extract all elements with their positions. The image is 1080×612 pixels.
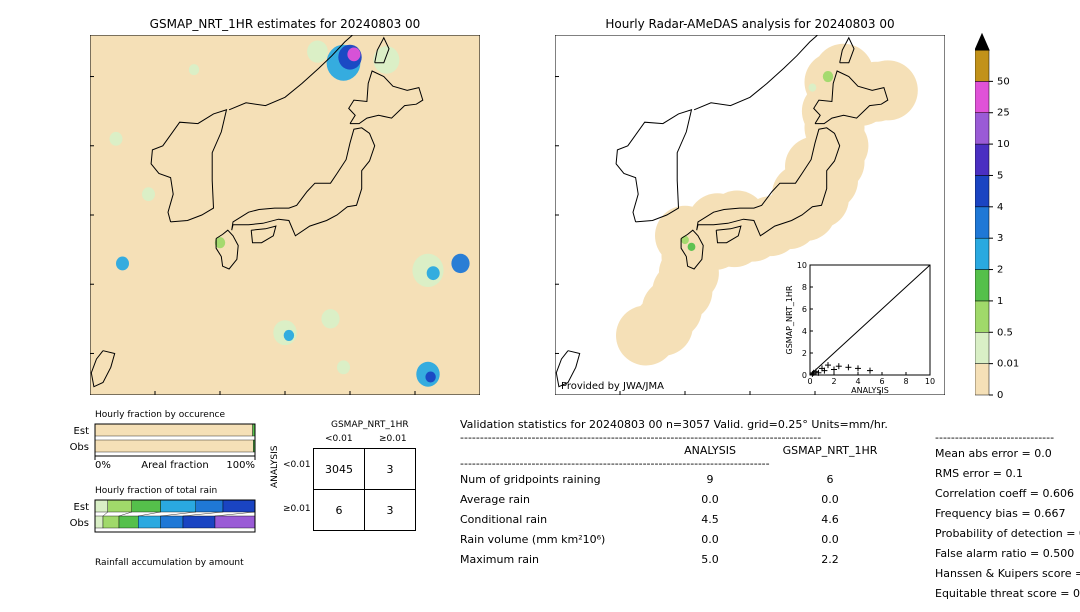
- svg-text:GSMAP_NRT_1HR: GSMAP_NRT_1HR: [785, 285, 794, 354]
- validation-val-analysis: 5.0: [660, 550, 760, 570]
- validation-label: Conditional rain: [460, 510, 660, 530]
- svg-text:3: 3: [997, 233, 1003, 244]
- validation-val-gsmap: 4.6: [760, 510, 900, 530]
- validation-title: Validation statistics for 20240803 00 n=…: [460, 418, 930, 431]
- validation-row: Average rain0.00.0: [460, 490, 930, 510]
- contingency-col0: <0.01: [325, 434, 353, 444]
- svg-text:0.5: 0.5: [997, 327, 1013, 338]
- svg-text:4: 4: [802, 327, 807, 336]
- validation-val-analysis: 0.0: [660, 490, 760, 510]
- svg-text:2: 2: [997, 265, 1003, 276]
- svg-text:10: 10: [797, 261, 807, 270]
- cell-01: 3: [365, 449, 416, 490]
- svg-text:ANALYSIS: ANALYSIS: [851, 386, 889, 395]
- validation-col0: ANALYSIS: [660, 444, 760, 457]
- contingency-row-header: ANALYSIS: [270, 446, 280, 488]
- right-map-panel: Hourly Radar-AMeDAS analysis for 2024080…: [555, 35, 945, 395]
- skill-row: RMS error = 0.1: [935, 464, 1080, 484]
- cell-00: 3045: [314, 449, 365, 490]
- occurrence-title: Hourly fraction by occurence: [95, 410, 225, 420]
- svg-text:0%: 0%: [95, 460, 111, 471]
- validation-row: Conditional rain4.54.6: [460, 510, 930, 530]
- validation-val-gsmap: 0.0: [760, 530, 900, 550]
- svg-text:Obs: Obs: [70, 518, 89, 529]
- validation-block: Validation statistics for 20240803 00 n=…: [460, 418, 930, 603]
- skill-row: Mean abs error = 0.0: [935, 444, 1080, 464]
- svg-text:2: 2: [802, 349, 807, 358]
- contingency-col-header: GSMAP_NRT_1HR: [331, 420, 409, 430]
- validation-label: Average rain: [460, 490, 660, 510]
- svg-text:8: 8: [802, 283, 807, 292]
- svg-text:0.01: 0.01: [997, 359, 1019, 370]
- validation-col1: GSMAP_NRT_1HR: [760, 444, 900, 457]
- svg-text:6: 6: [802, 305, 807, 314]
- svg-text:6: 6: [879, 377, 884, 386]
- contingency-row0: <0.01: [283, 460, 311, 470]
- svg-text:25: 25: [997, 108, 1010, 119]
- dash2: ----------------------------------------…: [460, 457, 900, 470]
- left-map-svg: 125°E130°E135°E140°E145°E25°N30°N35°N40°…: [90, 35, 480, 395]
- validation-label: Rain volume (mm km²10⁶): [460, 530, 660, 550]
- skill-block: ------------------------------ Mean abs …: [935, 432, 1080, 604]
- svg-text:100%: 100%: [226, 460, 255, 471]
- hourly-bars-svg: Est Obs 0% Areal fraction 100% Est Obs: [55, 410, 265, 600]
- validation-label: Num of gridpoints raining: [460, 470, 660, 490]
- svg-text:10: 10: [925, 377, 935, 386]
- validation-label: Maximum rain: [460, 550, 660, 570]
- dash1: ----------------------------------------…: [460, 431, 930, 444]
- validation-val-gsmap: 0.0: [760, 490, 900, 510]
- svg-text:Est: Est: [74, 502, 90, 513]
- svg-text:Provided by JWA/JMA: Provided by JWA/JMA: [561, 381, 664, 392]
- validation-row: Maximum rain5.02.2: [460, 550, 930, 570]
- right-map-svg: 125°E130°E135°E140°E145°E25°N30°N35°N40°…: [555, 35, 945, 395]
- skill-row: Correlation coeff = 0.606: [935, 484, 1080, 504]
- svg-text:Obs: Obs: [70, 442, 89, 453]
- validation-val-gsmap: 6: [760, 470, 900, 490]
- contingency-col1: ≥0.01: [379, 434, 407, 444]
- dash3: ------------------------------: [935, 432, 1080, 444]
- svg-text:0: 0: [802, 371, 807, 380]
- contingency-table: 3045 3 6 3: [313, 448, 416, 531]
- svg-text:4: 4: [997, 202, 1003, 213]
- contingency-block: GSMAP_NRT_1HR <0.01 ≥0.01 ANALYSIS <0.01…: [275, 420, 445, 570]
- accum-title: Rainfall accumulation by amount: [95, 558, 244, 568]
- cell-11: 3: [365, 490, 416, 531]
- svg-text:0: 0: [807, 377, 812, 386]
- skill-row: Equitable threat score = 0.249: [935, 584, 1080, 604]
- svg-text:10: 10: [997, 139, 1010, 150]
- validation-row: Num of gridpoints raining96: [460, 470, 930, 490]
- hourly-fraction-block: Hourly fraction by occurence Est Obs 0% Are…: [55, 410, 265, 600]
- svg-text:Est: Est: [74, 426, 90, 437]
- validation-val-gsmap: 2.2: [760, 550, 900, 570]
- skill-row: False alarm ratio = 0.500: [935, 544, 1080, 564]
- skill-row: Probability of detection = 0.333: [935, 524, 1080, 544]
- validation-val-analysis: 0.0: [660, 530, 760, 550]
- totalrain-title: Hourly fraction of total rain: [95, 486, 217, 496]
- validation-val-analysis: 9: [660, 470, 760, 490]
- skill-row: Hanssen & Kuipers score = 0.332: [935, 564, 1080, 584]
- svg-text:1: 1: [997, 296, 1003, 307]
- cell-10: 6: [314, 490, 365, 531]
- svg-text:Areal fraction: Areal fraction: [141, 460, 208, 471]
- skill-row: Frequency bias = 0.667: [935, 504, 1080, 524]
- svg-text:0: 0: [997, 390, 1003, 400]
- svg-text:5: 5: [997, 170, 1003, 181]
- left-map-title: GSMAP_NRT_1HR estimates for 20240803 00: [90, 17, 480, 31]
- right-map-title: Hourly Radar-AMeDAS analysis for 2024080…: [555, 17, 945, 31]
- svg-text:2: 2: [831, 377, 836, 386]
- colorbar: 0 0.01 0.5 1 2 3 4 5 10 25 50: [975, 30, 1045, 400]
- svg-text:50: 50: [997, 76, 1010, 87]
- validation-row: Rain volume (mm km²10⁶)0.00.0: [460, 530, 930, 550]
- svg-text:4: 4: [855, 377, 860, 386]
- svg-text:8: 8: [903, 377, 908, 386]
- left-map-panel: GSMAP_NRT_1HR estimates for 20240803 00 …: [90, 35, 480, 395]
- figure-root: GSMAP_NRT_1HR estimates for 20240803 00 …: [0, 0, 1080, 612]
- validation-val-analysis: 4.5: [660, 510, 760, 530]
- contingency-row1: ≥0.01: [283, 504, 311, 514]
